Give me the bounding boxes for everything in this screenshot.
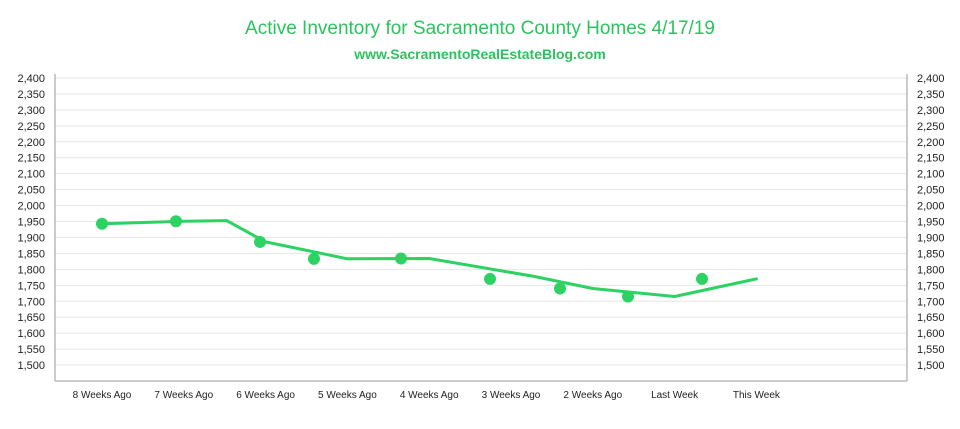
data-point xyxy=(395,252,407,265)
data-point xyxy=(554,282,566,295)
y-tick-label-left: 2,050 xyxy=(17,185,45,197)
x-tick-label: This Week xyxy=(733,390,781,401)
chart-axes xyxy=(54,74,908,382)
y-tick-label-right: 1,600 xyxy=(917,328,945,340)
y-tick-label-right: 1,950 xyxy=(917,217,945,229)
y-tick-label-left: 1,700 xyxy=(17,296,45,308)
y-tick-label-right: 2,050 xyxy=(917,185,945,197)
y-tick-label-left: 1,750 xyxy=(17,280,45,292)
data-point xyxy=(308,252,320,265)
y-tick-label-right: 1,900 xyxy=(917,232,945,244)
y-tick-label-right: 2,300 xyxy=(917,105,945,117)
y-tick-label-left: 2,000 xyxy=(17,201,45,213)
y-tick-label-left: 2,150 xyxy=(17,153,45,165)
series-line xyxy=(100,219,758,298)
x-tick-label: Last Week xyxy=(651,390,699,401)
y-tick-label-left: 1,500 xyxy=(17,360,45,372)
y-tick-label-right: 1,550 xyxy=(917,344,945,356)
y-tick-label-left: 2,400 xyxy=(17,73,45,85)
series-polyline xyxy=(100,219,758,298)
x-tick-label: 3 Weeks Ago xyxy=(482,390,541,401)
data-point xyxy=(254,235,266,248)
y-tick-label-right: 2,000 xyxy=(917,201,945,213)
y-tick-label-left: 2,300 xyxy=(17,105,45,117)
y-tick-label-left: 1,850 xyxy=(17,248,45,260)
data-point xyxy=(622,290,634,303)
x-tick-label: 7 Weeks Ago xyxy=(154,390,213,401)
y-tick-label-left: 1,950 xyxy=(17,217,45,229)
y-tick-label-right: 1,650 xyxy=(917,312,945,324)
y-tick-label-left: 2,100 xyxy=(17,169,45,181)
chart-title: Active Inventory for Sacramento County H… xyxy=(245,18,715,39)
x-tick-label: 2 Weeks Ago xyxy=(563,390,622,401)
chart-subtitle: www.SacramentoRealEstateBlog.com xyxy=(354,46,606,62)
y-tick-label-left: 2,350 xyxy=(17,89,45,101)
y-tick-label-left: 1,900 xyxy=(17,232,45,244)
y-tick-label-right: 2,250 xyxy=(917,121,945,133)
y-tick-label-right: 1,750 xyxy=(917,280,945,292)
data-point xyxy=(484,272,496,285)
series-points xyxy=(96,215,708,303)
x-tick-label: 8 Weeks Ago xyxy=(73,390,132,401)
x-tick-label: 4 Weeks Ago xyxy=(400,390,459,401)
y-tick-label-left: 2,200 xyxy=(17,137,45,149)
y-tick-label-right: 1,800 xyxy=(917,264,945,276)
y-tick-label-left: 1,650 xyxy=(17,312,45,324)
data-point xyxy=(96,217,108,230)
data-point xyxy=(170,215,182,228)
y-tick-label-left: 1,800 xyxy=(17,264,45,276)
y-tick-label-right: 1,850 xyxy=(917,248,945,260)
y-tick-label-right: 2,100 xyxy=(917,169,945,181)
y-tick-label-right: 2,400 xyxy=(917,73,945,85)
y-axis-ticks: 2,400 2,400 2,350 2,350 2,300 2,300 2,250 2,250… xyxy=(17,73,944,372)
y-tick-label-left: 1,550 xyxy=(17,344,45,356)
y-tick-label-left: 2,250 xyxy=(17,121,45,133)
x-tick-label: 5 Weeks Ago xyxy=(318,390,377,401)
x-tick-label: 6 Weeks Ago xyxy=(236,390,295,401)
y-tick-label-right: 1,700 xyxy=(917,296,945,308)
y-tick-label-right: 2,200 xyxy=(917,137,945,149)
data-point xyxy=(696,272,708,285)
x-axis-ticks: 8 Weeks Ago 7 Weeks Ago 6 Weeks Ago 5 Weeks… xyxy=(73,390,781,401)
y-tick-label-right: 2,350 xyxy=(917,89,945,101)
y-tick-label-right: 2,150 xyxy=(917,153,945,165)
y-tick-label-right: 1,500 xyxy=(917,360,945,372)
y-tick-label-left: 1,600 xyxy=(17,328,45,340)
